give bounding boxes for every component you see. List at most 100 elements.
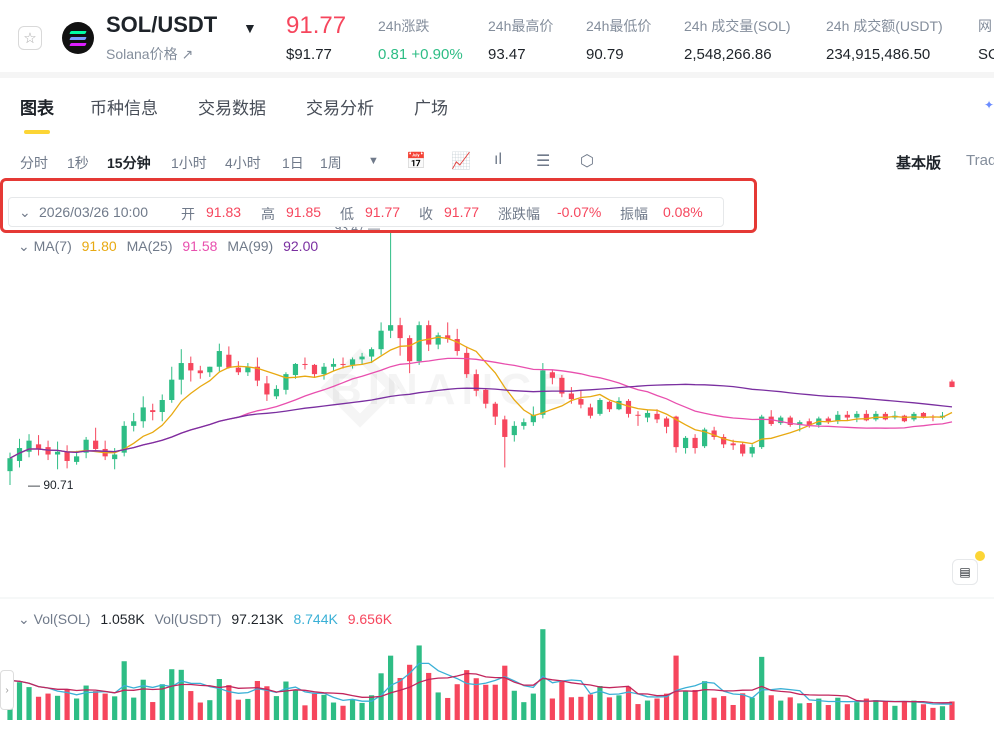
volume-bar xyxy=(616,695,622,720)
notes-icon[interactable]: ▤ xyxy=(952,559,978,585)
volume-bar xyxy=(844,704,850,720)
candle-body xyxy=(64,451,70,461)
candle-body xyxy=(112,454,118,460)
last-price: 91.77 xyxy=(286,12,347,39)
volume-bar xyxy=(835,697,841,720)
vol-ma2-value: 9.656K xyxy=(347,611,393,627)
scroll-left-icon[interactable]: › xyxy=(0,670,14,710)
candle-body xyxy=(473,374,479,391)
timeframe-1d[interactable]: 1日 xyxy=(282,155,304,171)
volume-bar xyxy=(264,686,270,720)
candle-body xyxy=(197,370,203,374)
stat-value-volume-sol: 2,548,266.86 xyxy=(684,46,772,63)
ohlc-high-label: 高 xyxy=(261,206,275,222)
candle-body xyxy=(16,448,23,461)
volume-bar xyxy=(254,680,260,720)
timeframe-1h[interactable]: 1小时 xyxy=(171,155,207,171)
tab-square[interactable]: 广场 xyxy=(414,99,448,118)
volume-bar xyxy=(920,704,927,720)
volume-bar xyxy=(540,629,546,720)
candle-body xyxy=(568,393,574,400)
pair-name[interactable]: SOL/USDT xyxy=(106,12,218,37)
indicator-chart-icon[interactable]: 📈 xyxy=(451,153,471,170)
stat-value-volume-usdt: 234,915,486.50 xyxy=(826,46,931,63)
collapse-chevron-icon[interactable]: ⌄ xyxy=(19,204,31,220)
candle-body xyxy=(682,437,689,449)
volume-bar xyxy=(654,698,660,720)
stat-label-low: 24h最低价 xyxy=(586,18,652,34)
tab-trading-analysis[interactable]: 交易分析 xyxy=(306,99,374,118)
calendar-icon[interactable]: 📅 xyxy=(406,153,426,170)
volume-bar xyxy=(340,705,346,720)
candle-body xyxy=(625,400,632,414)
volume-bar xyxy=(388,655,394,720)
volume-bar xyxy=(178,669,184,720)
ma7-value: 91.80 xyxy=(81,238,117,254)
volume-bar xyxy=(625,686,632,720)
ma7-line xyxy=(9,336,953,459)
caret-down-icon[interactable]: ▼ xyxy=(243,20,257,36)
vol-sol-label: Vol(SOL) xyxy=(33,611,91,627)
timeframe-line[interactable]: 分时 xyxy=(20,155,48,171)
ma-collapse-chevron-icon[interactable]: ⌄ xyxy=(18,238,30,254)
candle-body xyxy=(654,413,660,420)
candle-body xyxy=(416,325,422,362)
ohlc-high: 91.85 xyxy=(286,204,322,220)
volume-bar xyxy=(549,698,555,720)
candle-body xyxy=(178,363,184,380)
candle-body xyxy=(578,399,584,405)
candle-body xyxy=(311,364,318,375)
tab-coin-info[interactable]: 币种信息 xyxy=(90,99,158,118)
ma99-label: MA(99) xyxy=(227,238,274,254)
basic-view-toggle[interactable]: 基本版 xyxy=(896,155,942,172)
more-timeframes-caret-icon[interactable]: ▼ xyxy=(368,155,379,167)
candle-body xyxy=(302,363,308,365)
timeframe-4h[interactable]: 4小时 xyxy=(225,155,261,171)
favorite-star-icon[interactable]: ☆ xyxy=(18,26,42,50)
vol-collapse-chevron-icon[interactable]: ⌄ xyxy=(18,611,30,627)
ma7-label: MA(7) xyxy=(33,238,72,254)
candle-body xyxy=(882,413,888,420)
low-price-annotation: — 90.71 xyxy=(28,478,74,492)
volume-bar xyxy=(702,681,708,720)
volume-bar xyxy=(521,702,527,720)
coin-subname-link[interactable]: Solana价格 ↗ xyxy=(106,46,194,62)
volume-bar xyxy=(682,690,689,720)
candle-body xyxy=(920,412,927,417)
candle-body xyxy=(245,366,251,373)
stat-value-low: 90.79 xyxy=(586,46,624,63)
timeframe-1s[interactable]: 1秒 xyxy=(67,155,89,171)
ai-assistant-icon[interactable]: ✦ xyxy=(983,98,994,112)
candle-body xyxy=(663,418,670,427)
stat-label-high: 24h最高价 xyxy=(488,18,554,34)
tradingview-toggle[interactable]: Trad xyxy=(966,152,994,169)
volume-bar xyxy=(26,687,32,720)
hexagon-settings-icon[interactable]: ⬡ xyxy=(580,153,594,170)
candle-body xyxy=(606,401,613,410)
highlight-box xyxy=(0,178,757,233)
candle-body xyxy=(283,374,289,390)
timeframe-1w[interactable]: 1周 xyxy=(320,155,342,171)
candle-body xyxy=(521,422,527,426)
candle-body xyxy=(835,414,841,422)
volume-bar xyxy=(35,696,42,720)
candle-type-icon[interactable]: ıl xyxy=(494,151,502,168)
candle-body xyxy=(140,407,146,422)
chart-area[interactable] xyxy=(0,186,994,745)
volume-bar xyxy=(873,700,879,720)
settings-sliders-icon[interactable]: ☰ xyxy=(536,153,551,170)
stat-label-volume-usdt: 24h 成交额(USDT) xyxy=(826,18,943,34)
volume-bar xyxy=(492,684,498,720)
candle-body xyxy=(207,366,213,373)
timeframe-15m[interactable]: 15分钟 xyxy=(107,155,151,171)
volume-bar xyxy=(511,690,517,720)
volume-bar xyxy=(397,677,403,720)
candle-body xyxy=(511,425,517,436)
tab-chart[interactable]: 图表 xyxy=(20,99,54,118)
tab-trading-data[interactable]: 交易数据 xyxy=(198,99,266,118)
volume-bar xyxy=(54,695,61,720)
volume-bar xyxy=(197,702,203,720)
vol-usdt-label: Vol(USDT) xyxy=(154,611,222,627)
candle-body xyxy=(863,413,869,421)
